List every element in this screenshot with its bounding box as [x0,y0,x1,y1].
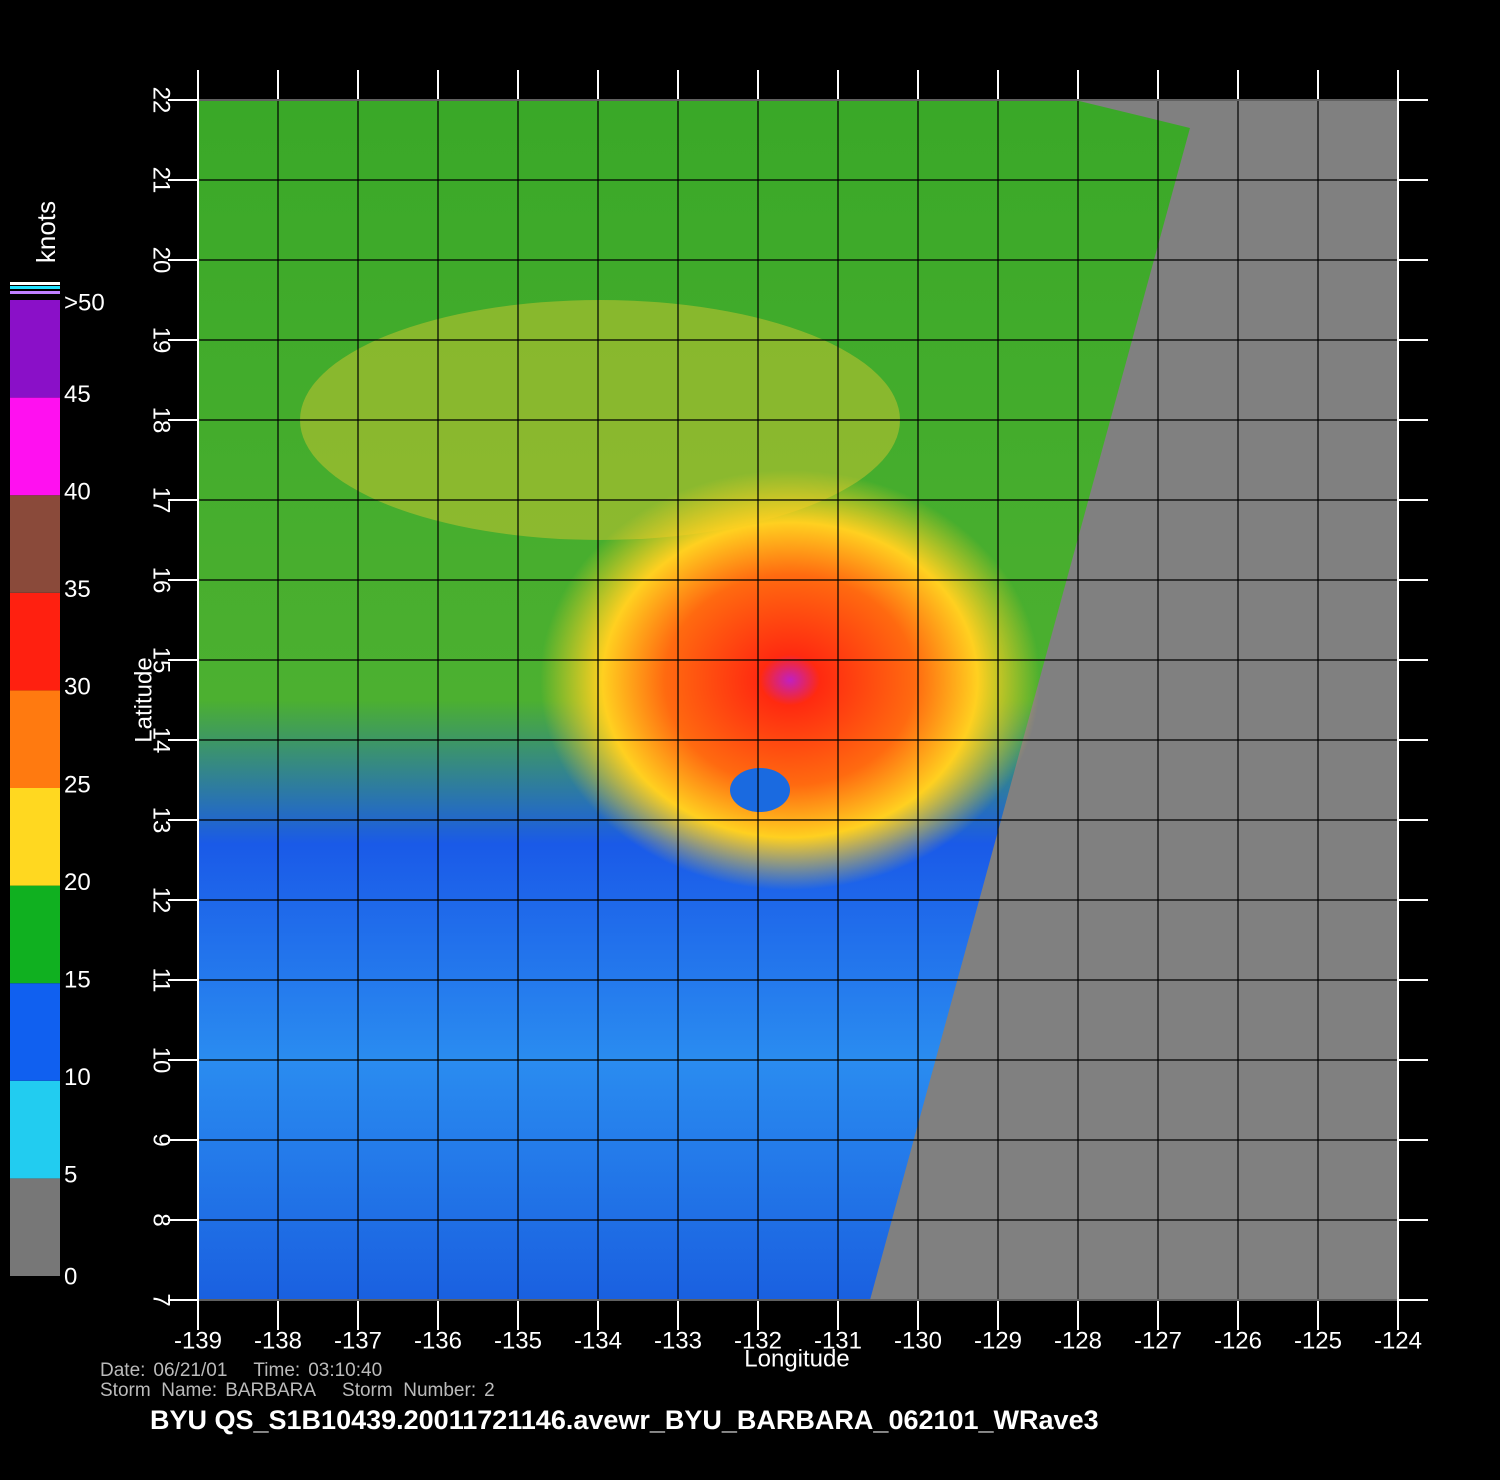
colorbar-band [10,983,60,1081]
colorbar-band [10,397,60,496]
x-tick-label: -133 [654,1327,702,1354]
date: 06/21/01 [153,1360,227,1381]
colorbar-band [10,592,60,691]
y-tick-label: 15 [148,647,175,674]
y-tick-label: 21 [148,167,175,194]
x-tick-label: -136 [414,1327,462,1354]
y-tick-label: 9 [148,1133,175,1146]
info-line: Storm Name: BARBARA Storm Number: 2 [100,1380,495,1401]
x-tick-label: -137 [334,1327,382,1354]
y-tick-label: 12 [148,887,175,914]
x-tick-label: -138 [254,1327,302,1354]
colorbar-band [10,1178,60,1276]
y-tick-label: 8 [148,1213,175,1226]
storm-name-label: Storm Name: [100,1380,217,1401]
y-axis-label: Latitude [130,657,157,742]
title: BYU QS_S1B10439.20011721146.avewr_BYU_BA… [150,1405,1099,1435]
colorbar-band [10,788,60,886]
x-tick-label: -139 [174,1327,222,1354]
y-tick-label: 10 [148,1047,175,1074]
y-tick-label: 18 [148,407,175,434]
colorbar: 0 5 10 15 20 25 30 35 40 45 >50 [10,282,105,1290]
colorbar-band [10,885,60,984]
y-tick-label: 22 [148,87,175,114]
date-label: Date: [100,1360,145,1381]
time: 03:10:40 [308,1360,382,1381]
colorbar-label: knots [31,201,61,263]
colorbar-stripe [10,286,60,289]
time-label: Time: [253,1360,300,1381]
colorbar-tick-label: 5 [64,1162,77,1189]
colorbar-tick-label: 25 [64,771,91,798]
storm-number-label: Storm Number: [342,1380,476,1401]
colorbar-tick-label: >50 [64,289,105,316]
swath [198,100,1398,1300]
y-tick-label: 16 [148,567,175,594]
y-tick-label: 7 [148,1293,175,1306]
x-tick-label: -135 [494,1327,542,1354]
colorbar-stripe [10,291,60,294]
x-tick-label: -128 [1054,1327,1102,1354]
x-tick-label: -127 [1134,1327,1182,1354]
y-tick-label: 20 [148,247,175,274]
x-tick-label: -124 [1374,1327,1422,1354]
storm-eye [730,768,790,812]
y-tick-label: 13 [148,807,175,834]
y-tick-label: 19 [148,327,175,354]
x-tick-label: -132 [734,1327,782,1354]
x-tick-label: -125 [1294,1327,1342,1354]
colorbar-band [10,1080,60,1179]
colorbar-tick-label: 35 [64,576,91,603]
x-tick-label: -130 [894,1327,942,1354]
colorbar-tick-label: 30 [64,674,91,701]
colorbar-tick-label: 10 [64,1064,91,1091]
colorbar-band [10,495,60,593]
storm-core [540,470,1040,890]
x-tick-label: -134 [574,1327,622,1354]
x-tick-label: -129 [974,1327,1022,1354]
y-tick-label: 11 [148,968,175,993]
colorbar-tick-label: 45 [64,381,91,408]
colorbar-band [10,690,60,788]
x-tick-label: -126 [1214,1327,1262,1354]
colorbar-band [10,300,60,398]
storm-name: BARBARA [225,1380,316,1401]
colorbar-stripe [10,282,60,285]
info-line: Date: 06/21/01 Time: 03:10:40 [100,1360,382,1381]
y-tick-label: 17 [148,487,175,514]
grid: -139 -138 -137 -136 -135 -134 -133 -132 -131 -130… [148,70,1428,1354]
colorbar-tick-label: 40 [64,479,91,506]
colorbar-tick-label: 15 [64,967,91,994]
x-axis-label: Longitude [744,1345,849,1372]
y-tick-label: 14 [148,727,175,754]
x-tick-label: -131 [814,1327,862,1354]
colorbar-tick-label: 20 [64,869,91,896]
storm-number: 2 [484,1380,495,1401]
colorbar-tick-label: 0 [64,1263,77,1290]
